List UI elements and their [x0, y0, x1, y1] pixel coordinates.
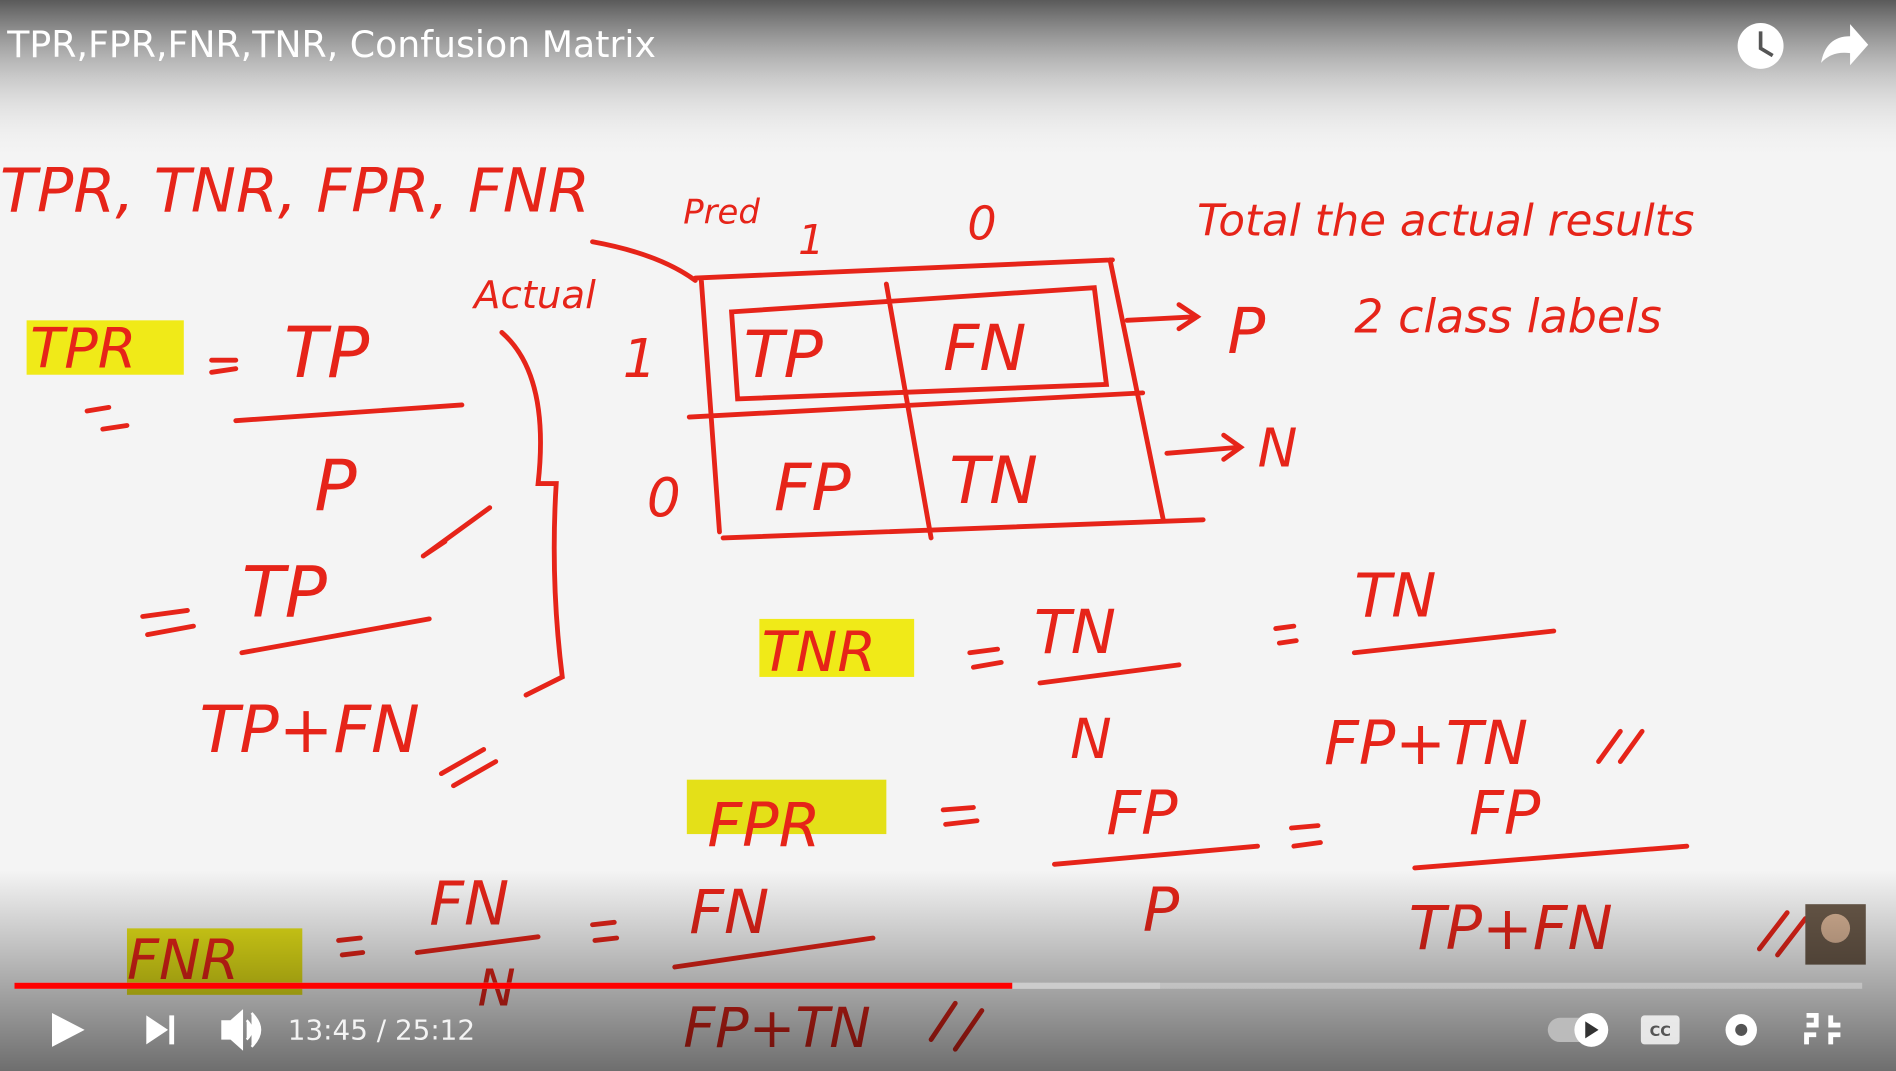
time-display: 13:45 / 25:12 [288, 1014, 475, 1047]
handwriting: TPR [30, 316, 136, 381]
handwriting: FP [1469, 779, 1541, 849]
handwriting: P [314, 445, 357, 527]
handwriting: TN [1034, 598, 1116, 668]
handwriting: N [1070, 707, 1112, 772]
handwriting: 1 [798, 216, 824, 264]
next-button[interactable] [146, 1015, 175, 1045]
handwriting: Pred [683, 193, 760, 232]
matrix-lines [590, 239, 1206, 541]
svg-text:CC: CC [1650, 1024, 1671, 1040]
handwriting: TN [1354, 561, 1436, 631]
video-title: TPR,FPR,FNR,TNR, Confusion Matrix [6, 23, 656, 66]
exit-fullscreen[interactable] [1804, 1012, 1841, 1045]
handwriting: 1 [623, 328, 657, 390]
handwriting: FN [943, 312, 1026, 385]
highlight [759, 618, 915, 677]
handwriting: Actual [471, 273, 596, 318]
captions-button[interactable]: CC [1640, 1015, 1680, 1045]
top-shade [0, 0, 1896, 170]
handwriting: 2 class labels [1354, 289, 1662, 343]
handwriting: TNR [762, 620, 876, 685]
handwriting: P [1227, 295, 1265, 368]
volume-button[interactable] [221, 1009, 262, 1051]
watch-later[interactable] [1737, 22, 1784, 69]
bottom-shade [0, 870, 1896, 1071]
highlight [686, 779, 887, 835]
handwriting: 0 [967, 196, 996, 250]
share[interactable] [1821, 24, 1869, 66]
handwriting: FP [774, 450, 852, 526]
handwriting: TPR, TNR, FPR, FNR [0, 157, 590, 227]
handwriting: FP [1106, 779, 1178, 849]
handwriting: TP+FN [200, 692, 420, 768]
play-button[interactable] [51, 1012, 85, 1047]
settings-button[interactable] [1725, 1014, 1757, 1046]
progress-played [14, 982, 1013, 989]
brace [420, 330, 565, 698]
handwriting: TP [242, 551, 328, 633]
handwriting: TN [949, 443, 1038, 519]
highlight [26, 320, 184, 375]
handwriting: TP [744, 317, 824, 393]
handwriting: Total the actual results [1197, 197, 1694, 247]
handwriting: 0 [647, 467, 681, 529]
handwriting: N [1258, 418, 1298, 480]
handwriting: TP [284, 312, 370, 394]
autoplay-toggle[interactable] [1547, 1012, 1609, 1047]
handwriting: FPR [707, 791, 820, 861]
handwriting: FP+TN [1324, 709, 1528, 779]
arrows [1124, 302, 1245, 462]
